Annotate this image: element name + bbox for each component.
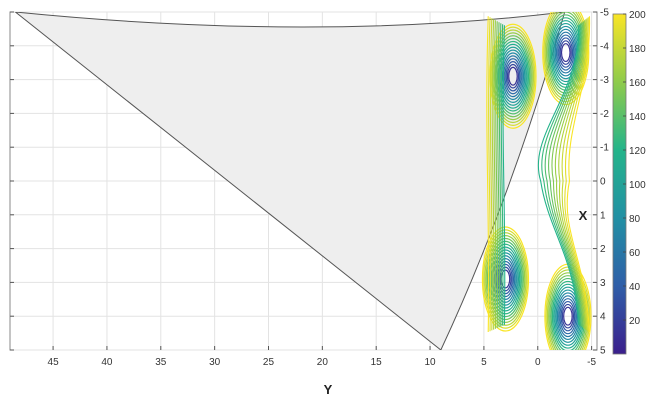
colorbar-tick-label: 180: [629, 44, 646, 55]
contour-line: [559, 40, 572, 65]
contour-line: [548, 22, 583, 328]
contour-line: [542, 12, 590, 106]
contour-line: [561, 18, 588, 331]
colorbar-tick-label: 200: [629, 10, 646, 21]
contour-line: [499, 266, 512, 292]
colorbar-tick-label: 80: [629, 214, 641, 225]
contour-line: [551, 21, 585, 329]
contour-line: [481, 226, 530, 332]
contour-line: [484, 232, 527, 326]
contour-line: [558, 295, 578, 338]
contour-line: [498, 23, 502, 327]
contour-line: [564, 17, 589, 332]
x-tick-label: -5: [587, 357, 596, 368]
contour-line: [498, 43, 528, 109]
contour-line: [489, 18, 493, 331]
contour-layer: [481, 12, 592, 350]
contour-line: [560, 300, 576, 332]
colorbar-tick-label: 140: [629, 112, 646, 123]
contour-line: [500, 24, 504, 326]
contour-line: [506, 63, 520, 89]
y-tick-label: 2: [600, 244, 606, 255]
colorbar-tick-label: 60: [629, 248, 641, 259]
x-tick-label: 15: [371, 357, 383, 368]
y-tick-label: -5: [600, 8, 609, 19]
x-tick-label: 0: [535, 357, 541, 368]
contour-line: [494, 255, 517, 303]
contour-line: [493, 20, 497, 329]
y-tick-label: 3: [600, 278, 606, 289]
contour-line: [501, 52, 525, 101]
contour-line: [485, 235, 526, 323]
contour-line: [493, 32, 533, 121]
contour-line: [544, 23, 582, 327]
contour-line: [505, 60, 521, 92]
contour-line: [541, 24, 581, 326]
contour-line: [561, 303, 575, 329]
contour-line: [490, 246, 521, 312]
contour-line: [489, 23, 537, 129]
y-axis-label: X: [579, 208, 588, 223]
y-tick-label: 5: [600, 346, 606, 357]
contour-line: [555, 31, 576, 74]
contour-line: [559, 298, 577, 335]
contour-line: [560, 43, 571, 63]
x-axis-label: Y: [324, 382, 333, 397]
contour-line: [494, 35, 532, 118]
y-tick-label: -2: [600, 109, 609, 120]
colorbar-tick-label: 120: [629, 146, 646, 157]
contour-line: [566, 16, 591, 333]
contour-line: [537, 25, 580, 325]
x-tick-label: 20: [317, 357, 329, 368]
x-tick-label: 10: [424, 357, 436, 368]
y-tick-label: -1: [600, 143, 609, 154]
contour-line: [486, 237, 525, 321]
x-tick-label: 30: [209, 357, 221, 368]
y-tick-label: 4: [600, 312, 606, 323]
contour-line: [558, 37, 574, 68]
colorbar-tick-label: 100: [629, 180, 646, 191]
contour-line: [554, 20, 586, 329]
contour-line: [483, 229, 528, 329]
contour-line: [508, 66, 518, 86]
contour-line: [558, 19, 587, 330]
x-tick-label: 25: [263, 357, 275, 368]
contour-line: [498, 263, 513, 295]
x-tick-label: 5: [481, 357, 487, 368]
y-tick-label: 0: [600, 177, 606, 188]
colorbar-tick-label: 160: [629, 78, 646, 89]
x-tick-label: 45: [48, 357, 60, 368]
y-tick-label: 1: [600, 210, 606, 221]
y-tick-label: -4: [600, 41, 609, 52]
contour-line: [486, 16, 490, 333]
contour-line: [491, 19, 495, 330]
contour-line: [545, 266, 591, 350]
contour-line: [490, 26, 536, 126]
colorbar: 20 40 60 80 100 120 140 160 180 200: [612, 10, 646, 355]
colorbar-tick-label: 20: [629, 316, 641, 327]
contour-line: [495, 21, 499, 329]
contour-line: [504, 58, 522, 95]
contour-line: [488, 17, 491, 332]
shaded-region: [14, 12, 566, 350]
contour-line: [497, 22, 500, 328]
colorbar-tick-label: 40: [629, 282, 641, 293]
contour-line: [563, 306, 573, 326]
contour-line: [502, 25, 506, 325]
x-tick-label: 40: [101, 357, 113, 368]
y-tick-label: -3: [600, 75, 609, 86]
x-tick-label: 35: [155, 357, 167, 368]
contour-line: [557, 34, 575, 71]
shade-layer: [14, 12, 566, 350]
